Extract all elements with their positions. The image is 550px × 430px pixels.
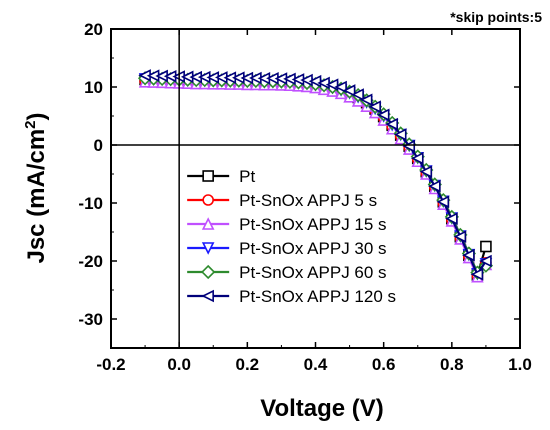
legend-marker xyxy=(201,217,215,230)
legend-marker xyxy=(201,289,214,303)
y-tick-label: 20 xyxy=(84,20,103,39)
legend-entry-1: Pt-SnOx APPJ 5 s xyxy=(187,191,377,210)
series-5 xyxy=(138,69,492,281)
data-point xyxy=(470,268,484,281)
legend-entry-0: Pt xyxy=(187,167,256,186)
x-tick-label: 0.4 xyxy=(304,355,328,374)
data-point xyxy=(480,240,492,253)
data-point xyxy=(445,212,458,225)
plot-area xyxy=(137,69,494,283)
data-point xyxy=(308,74,322,88)
data-point xyxy=(410,152,424,165)
legend-entry-5: Pt-SnOx APPJ 120 s xyxy=(187,287,396,306)
data-point xyxy=(334,80,347,94)
legend-label: Pt-SnOx APPJ 60 s xyxy=(239,263,386,282)
data-point xyxy=(317,76,330,90)
x-tick-label: 0.2 xyxy=(236,355,260,374)
x-tick-label: -0.2 xyxy=(96,355,125,374)
y-axis-title-main: Jsc (mA/cm xyxy=(23,129,50,264)
legend-marker xyxy=(201,242,215,255)
y-axis-title-close: ) xyxy=(23,112,50,120)
legend-marker xyxy=(202,170,214,182)
y-tick-label: -20 xyxy=(78,252,103,271)
legend-label: Pt xyxy=(239,167,255,186)
axes: -0.2 0.0 0.2 0.4 0.6 0.8 1.0 -30 -20 -10 0 10 20 xyxy=(78,20,531,374)
legend-marker xyxy=(202,194,214,206)
legend: Pt Pt-SnOx APPJ 5 s Pt-SnOx APPJ 15 s Pt-Sn… xyxy=(187,167,396,306)
data-point xyxy=(419,165,433,178)
data-point xyxy=(436,195,450,209)
y-tick-label: 0 xyxy=(94,136,103,155)
data-point xyxy=(462,248,475,262)
data-point xyxy=(376,108,390,122)
legend-label: Pt-SnOx APPJ 5 s xyxy=(239,191,377,210)
y-tick-label: 10 xyxy=(84,78,103,97)
x-tick-label: 0.6 xyxy=(372,355,396,374)
y-tick-label: -30 xyxy=(78,310,103,329)
y-tick-label: -10 xyxy=(78,194,103,213)
data-point xyxy=(428,179,441,193)
data-point xyxy=(342,84,356,97)
x-tick-label: 0.0 xyxy=(167,355,191,374)
data-point xyxy=(359,93,373,107)
data-point xyxy=(368,100,381,114)
legend-label: Pt-SnOx APPJ 120 s xyxy=(239,287,396,306)
data-point xyxy=(402,139,416,153)
legend-entry-3: Pt-SnOx APPJ 30 s xyxy=(187,239,387,258)
legend-label: Pt-SnOx APPJ 30 s xyxy=(239,239,386,258)
data-point xyxy=(453,230,467,243)
skip-points-note: *skip points:5 xyxy=(450,9,542,25)
data-point xyxy=(385,117,398,131)
legend-entry-2: Pt-SnOx APPJ 15 s xyxy=(187,215,387,234)
y-axis-title-sup: 2 xyxy=(22,120,39,128)
legend-entry-4: Pt-SnOx APPJ 60 s xyxy=(187,263,387,282)
legend-label: Pt-SnOx APPJ 15 s xyxy=(239,215,386,234)
data-point xyxy=(479,254,492,268)
y-axis-title: Jsc (mA/cm2) xyxy=(22,112,50,263)
legend-marker xyxy=(201,264,216,280)
data-point xyxy=(393,128,407,141)
x-axis-title: Voltage (V) xyxy=(260,395,384,422)
x-tick-label: 0.8 xyxy=(440,355,464,374)
data-point xyxy=(351,88,364,101)
x-tick-label: 1.0 xyxy=(508,355,532,374)
